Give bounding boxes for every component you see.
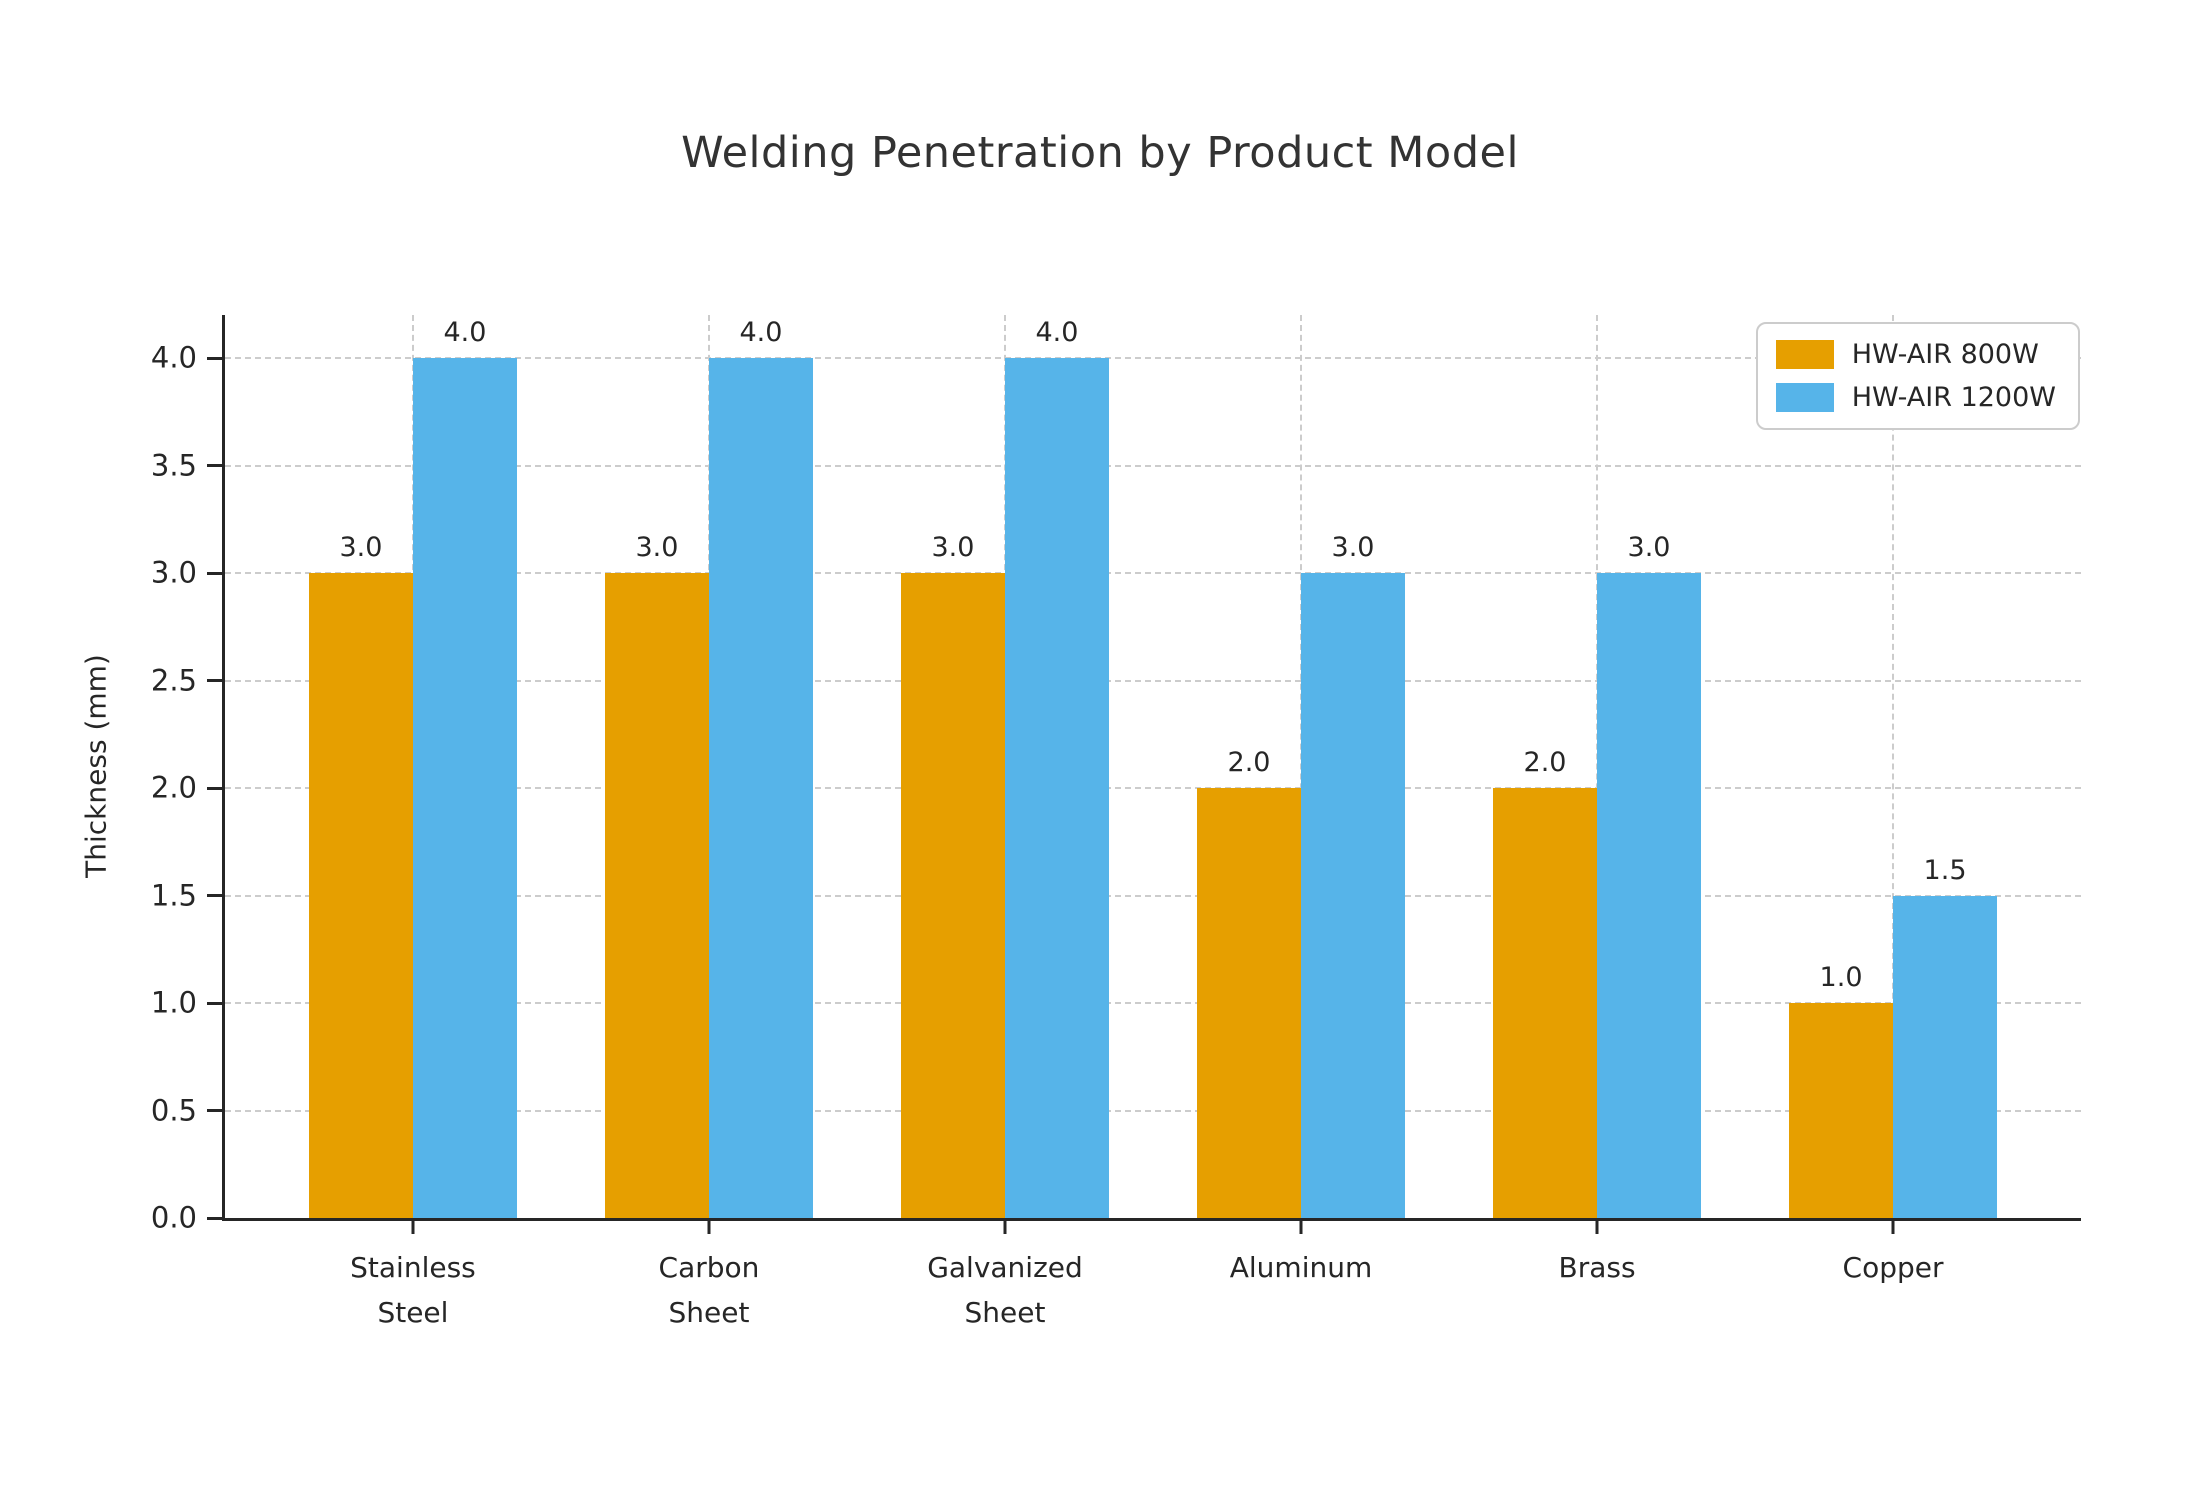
gridline-h — [225, 464, 2081, 467]
bar-value-label: 3.0 — [1331, 532, 1375, 563]
plot-area: 0.0 0.5 1.0 1.5 2.0 2.5 3.0 3.5 4.0 Stainless Ste… — [151, 315, 2081, 1329]
bar-hw-air-1200w — [1893, 895, 1998, 1218]
legend-item-800w: HW-AIR 800W — [1775, 339, 2056, 370]
y-tick-label: 1.5 — [150, 878, 197, 912]
bar-value-label: 1.5 — [1923, 854, 1967, 886]
gridline-h — [225, 1002, 2081, 1004]
y-axis-tick — [207, 356, 222, 360]
bar-value-label: 3.0 — [1627, 532, 1671, 563]
bar-hw-air-800w — [1493, 788, 1598, 1218]
legend-swatch-800w — [1775, 340, 1834, 369]
y-tick-label: 1.0 — [150, 985, 197, 1020]
bar-hw-air-1200w — [1301, 573, 1405, 1218]
bar-value-label: 4.0 — [739, 317, 783, 348]
gridline-h — [225, 679, 2081, 682]
gridline-h — [225, 572, 2081, 574]
y-tick-label: 0.5 — [150, 1093, 197, 1127]
category-label: Brass — [1558, 1251, 1636, 1284]
bar-hw-air-800w — [1197, 788, 1301, 1218]
y-tick-label: 3.5 — [150, 448, 197, 482]
bar-value-label: 4.0 — [1035, 317, 1079, 348]
y-tick-label: 4.0 — [150, 340, 197, 375]
bar-value-label: 3.0 — [931, 532, 975, 563]
category-label: Carbon Sheet — [658, 1251, 760, 1329]
y-tick-label: 3.0 — [150, 555, 197, 590]
legend-swatch-1200w — [1775, 383, 1834, 412]
y-axis-tick — [207, 1216, 222, 1220]
legend-item-1200w: HW-AIR 1200W — [1775, 382, 2056, 413]
gridline-h — [225, 1109, 2081, 1112]
bar-hw-air-800w — [604, 573, 709, 1218]
bar-hw-air-1200w — [1597, 573, 1702, 1218]
legend-label-1200w: HW-AIR 1200W — [1851, 382, 2056, 413]
gridline-h — [225, 894, 2081, 897]
chart-title: Welding Penetration by Product Model — [681, 128, 1519, 178]
bar-value-label: 2.0 — [1523, 747, 1567, 778]
gridline-v — [1892, 315, 1895, 1218]
category-label: Stainless Steel — [350, 1251, 476, 1329]
bar-value-label: 1.0 — [1819, 962, 1863, 993]
gridline-h — [225, 787, 2081, 789]
gridline-h — [225, 357, 2081, 359]
bar-hw-air-800w — [900, 573, 1005, 1218]
x-axis-tick — [1003, 1221, 1007, 1234]
x-axis-tick — [411, 1221, 415, 1234]
legend-label-800w: HW-AIR 800W — [1851, 339, 2039, 370]
bar-value-label: 3.0 — [339, 532, 383, 563]
bar-value-label: 4.0 — [443, 317, 487, 348]
x-axis-tick — [1595, 1221, 1599, 1234]
y-tick-label: 2.5 — [150, 663, 197, 697]
y-axis-label: Thickness (mm) — [79, 654, 113, 878]
category-label: Copper — [1842, 1251, 1944, 1284]
x-axis-tick — [707, 1221, 711, 1234]
y-axis-tick — [207, 679, 222, 682]
legend: HW-AIR 800W HW-AIR 1200W — [1755, 322, 2080, 430]
bar-hw-air-1200w — [1004, 358, 1109, 1218]
y-axis-tick — [207, 1001, 222, 1005]
bar-value-label: 2.0 — [1227, 747, 1271, 778]
bar-hw-air-800w — [1789, 1003, 1894, 1218]
y-tick-label: 0.0 — [150, 1200, 197, 1235]
bar-hw-air-1200w — [412, 358, 517, 1218]
y-axis-tick — [207, 571, 222, 575]
bar-hw-air-800w — [308, 573, 413, 1218]
x-axis-tick — [1299, 1221, 1303, 1234]
bar-value-label: 3.0 — [635, 532, 679, 563]
x-axis-tick — [1891, 1221, 1895, 1234]
category-label: Aluminum — [1229, 1251, 1373, 1284]
y-axis-tick — [207, 1109, 222, 1112]
y-tick-label: 2.0 — [150, 770, 197, 805]
y-axis-tick — [207, 464, 222, 467]
y-axis-tick — [207, 786, 222, 790]
category-label: Galvanized Sheet — [927, 1251, 1083, 1329]
y-axis-tick — [207, 894, 222, 897]
bar-hw-air-1200w — [708, 358, 813, 1218]
